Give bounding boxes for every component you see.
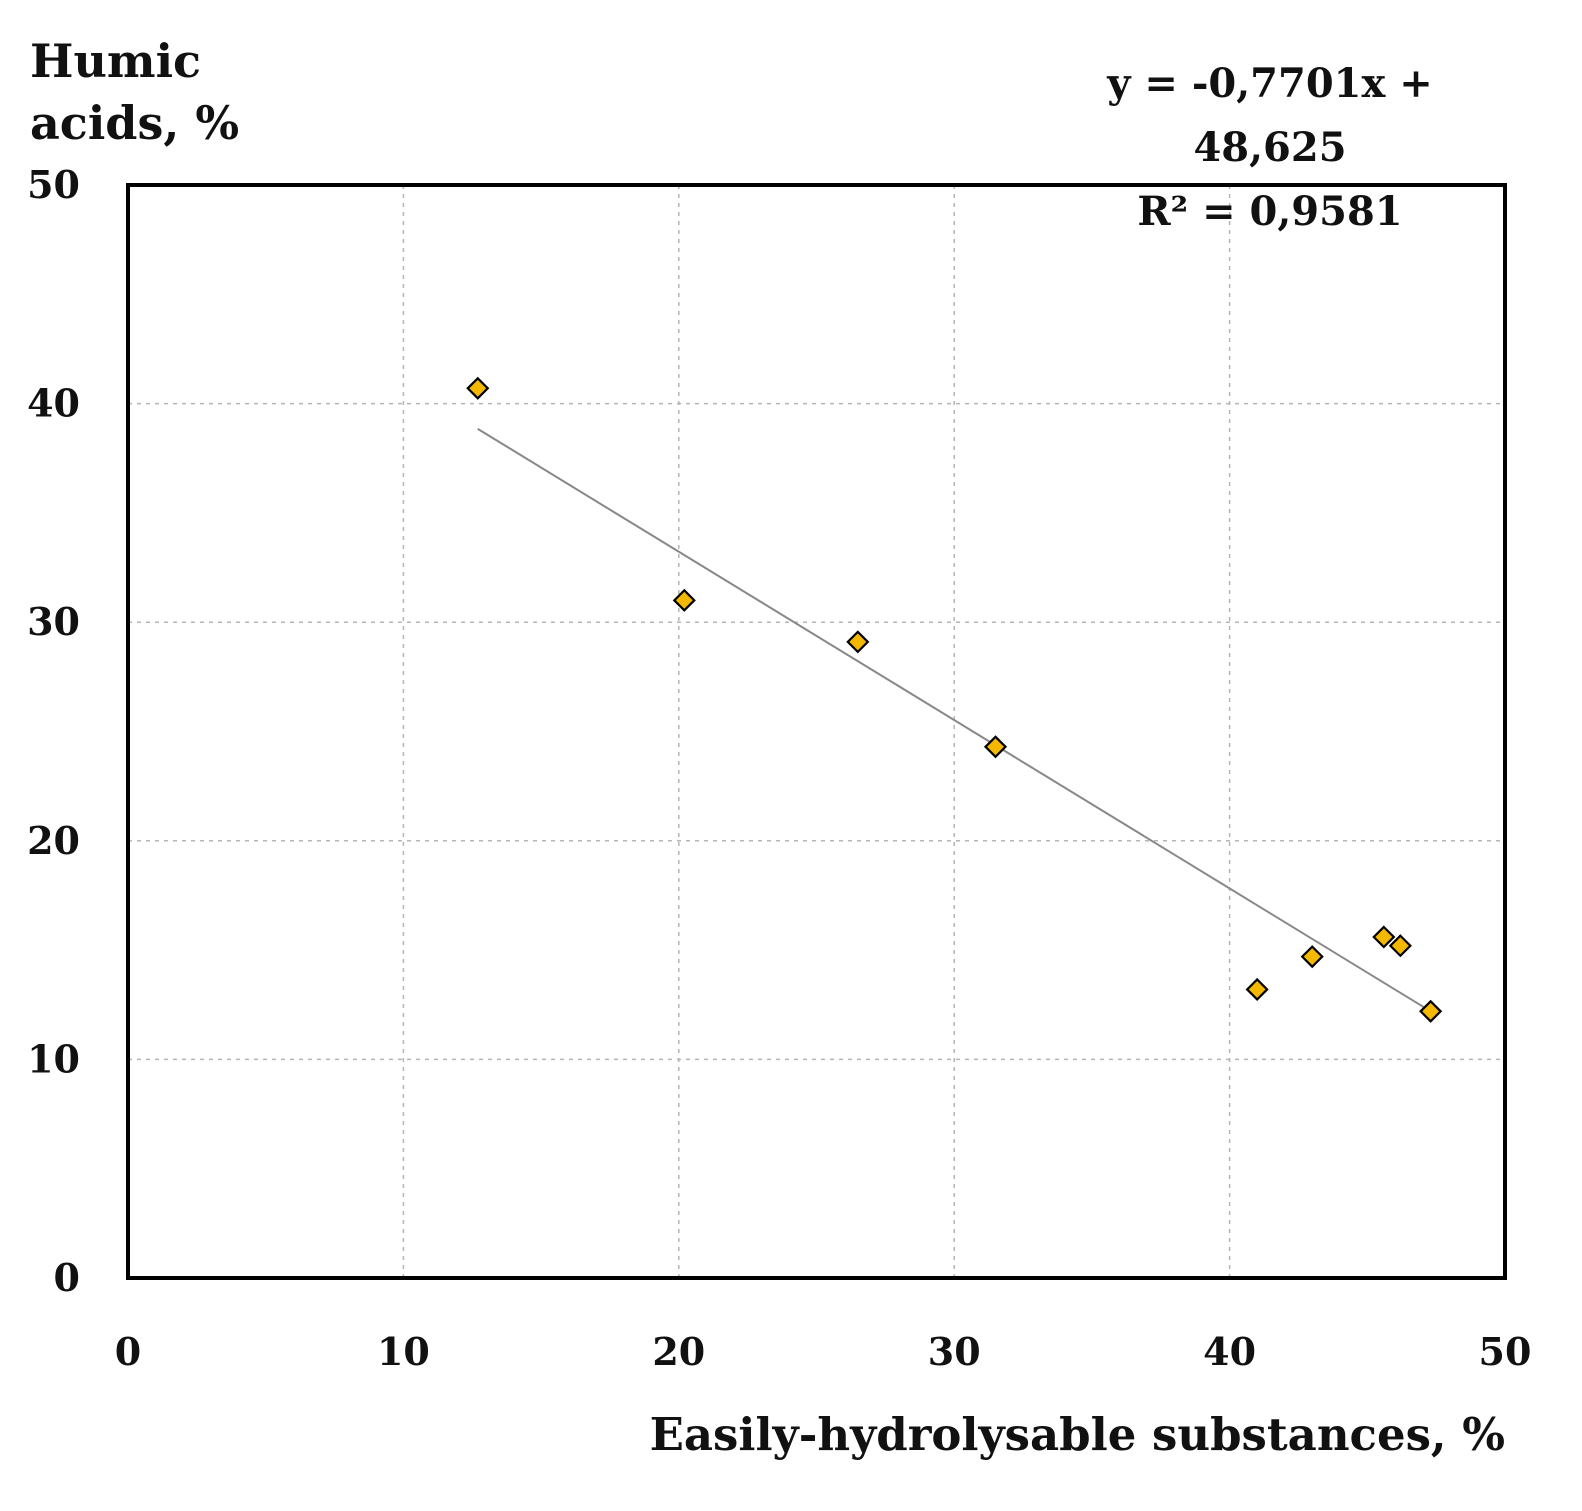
x-tick-labels: 0 10 20 30 40 50 (115, 1329, 1532, 1374)
data-point (846, 630, 870, 654)
x-tick-label: 40 (1203, 1329, 1256, 1374)
trendline-equation: y = -0,7701x + 48,625 R² = 0,9581 (1030, 52, 1510, 244)
y-tick-label: 30 (27, 599, 80, 644)
x-tick-label: 50 (1479, 1329, 1532, 1374)
data-point (466, 376, 490, 400)
y-tick-label: 10 (27, 1036, 80, 1081)
x-axis-title: Easily-hydrolysable substances, % (649, 1408, 1505, 1461)
trendline (477, 428, 1432, 1013)
y-axis-title: Humic acids, % (30, 30, 350, 154)
y-tick-label: 20 (27, 818, 80, 863)
data-point (1419, 999, 1443, 1023)
data-point (672, 588, 696, 612)
data-points (466, 376, 1443, 1023)
y-tick-labels: 0 10 20 30 40 50 (27, 162, 80, 1300)
trendline-layer (477, 428, 1432, 1013)
y-tick-label: 40 (27, 381, 80, 426)
x-tick-label: 20 (652, 1329, 705, 1374)
data-point (983, 735, 1008, 759)
data-point (1372, 925, 1396, 949)
data-point (1388, 934, 1412, 958)
data-point (1245, 977, 1269, 1002)
x-tick-label: 10 (377, 1329, 430, 1374)
data-point (1300, 945, 1324, 969)
y-tick-label: 50 (27, 162, 80, 207)
x-tick-label: 30 (928, 1329, 981, 1374)
r-squared-text: R² = 0,9581 (1137, 188, 1403, 235)
plot-frame (126, 183, 1507, 1280)
x-tick-label: 0 (115, 1329, 141, 1374)
y-axis-title-line-2: acids, % (30, 96, 240, 150)
y-tick-label: 0 (54, 1255, 80, 1300)
y-axis-title-line-1: Humic (30, 34, 202, 88)
grid-lines (128, 185, 1505, 1278)
equation-text: y = -0,7701x + 48,625 (1107, 60, 1433, 171)
